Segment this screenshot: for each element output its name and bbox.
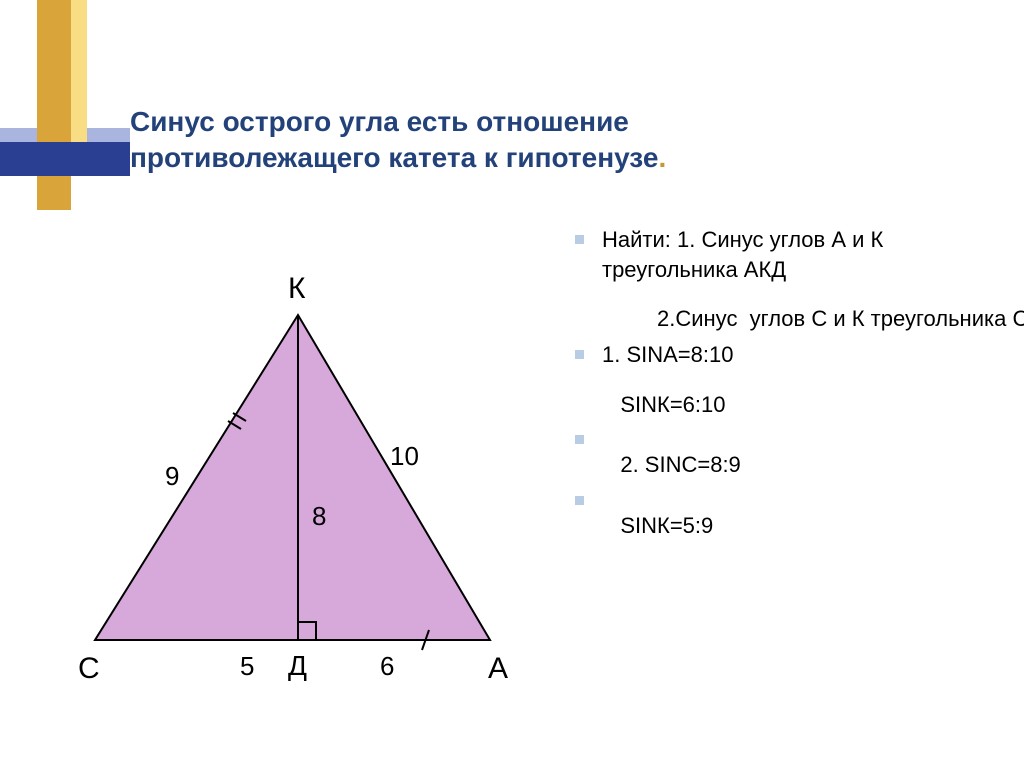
list-item-text: Найти: 1. Синус углов А и К треугольника…	[602, 225, 995, 284]
triangle-diagram: К С А Д 9 10 8 5 6	[60, 260, 530, 700]
edge-label-ka: 10	[390, 441, 419, 471]
list-gap	[575, 376, 995, 390]
list-item: Найти: 1. Синус углов А и К треугольника…	[575, 225, 995, 284]
title-dot: .	[658, 142, 666, 173]
list-item: 1. SINА=8:10	[575, 340, 995, 370]
deco-h-light	[0, 128, 37, 142]
vertex-label-a: А	[488, 652, 508, 685]
list-gap	[575, 290, 995, 304]
list-item-text: 1. SINА=8:10	[602, 340, 995, 370]
bullet-marker-icon	[575, 350, 584, 359]
slide-title: Синус острого угла есть отношение против…	[130, 104, 850, 177]
triangle-cka	[95, 315, 490, 640]
edge-label-kd: 8	[312, 501, 326, 531]
title-line1: Синус острого угла есть отношение	[130, 104, 850, 140]
list-item	[575, 486, 995, 505]
list-item: SINК=6:10	[575, 390, 995, 420]
edge-label-ck: 9	[165, 461, 179, 491]
content-area: К С А Д 9 10 8 5 6 Найти: 1. Синус углов…	[0, 210, 1024, 768]
title-line2-text: противолежащего катета к гипотенузе	[130, 142, 658, 173]
list-item-text: SINК=5:9	[602, 511, 995, 541]
vertex-label-c: С	[78, 652, 100, 685]
vertex-label-d: Д	[288, 650, 307, 681]
deco-h-light2	[87, 128, 130, 142]
artifact-box	[320, 312, 330, 326]
deco-v-dark	[37, 0, 71, 210]
deco-v-light	[71, 0, 87, 142]
bullet-list: Найти: 1. Синус углов А и К треугольника…	[575, 225, 995, 547]
edge-label-da: 6	[380, 651, 394, 681]
list-item	[575, 425, 995, 444]
edge-label-cd: 5	[240, 651, 254, 681]
vertex-label-k: К	[288, 272, 306, 305]
list-item: 2. SINС=8:9	[575, 450, 995, 480]
title-line2: противолежащего катета к гипотенузе.	[130, 140, 850, 176]
bullet-marker-icon	[575, 435, 584, 444]
list-item-text: 2.Синус углов С и К треугольника СКД	[602, 304, 1024, 334]
deco-h-dark	[0, 142, 130, 176]
bullet-marker-icon	[575, 496, 584, 505]
list-item: 2.Синус углов С и К треугольника СКД	[575, 304, 995, 334]
list-item-text: SINК=6:10	[602, 390, 995, 420]
bullet-marker-icon	[575, 235, 584, 244]
list-item-text: 2. SINС=8:9	[602, 450, 995, 480]
list-item: SINК=5:9	[575, 511, 995, 541]
